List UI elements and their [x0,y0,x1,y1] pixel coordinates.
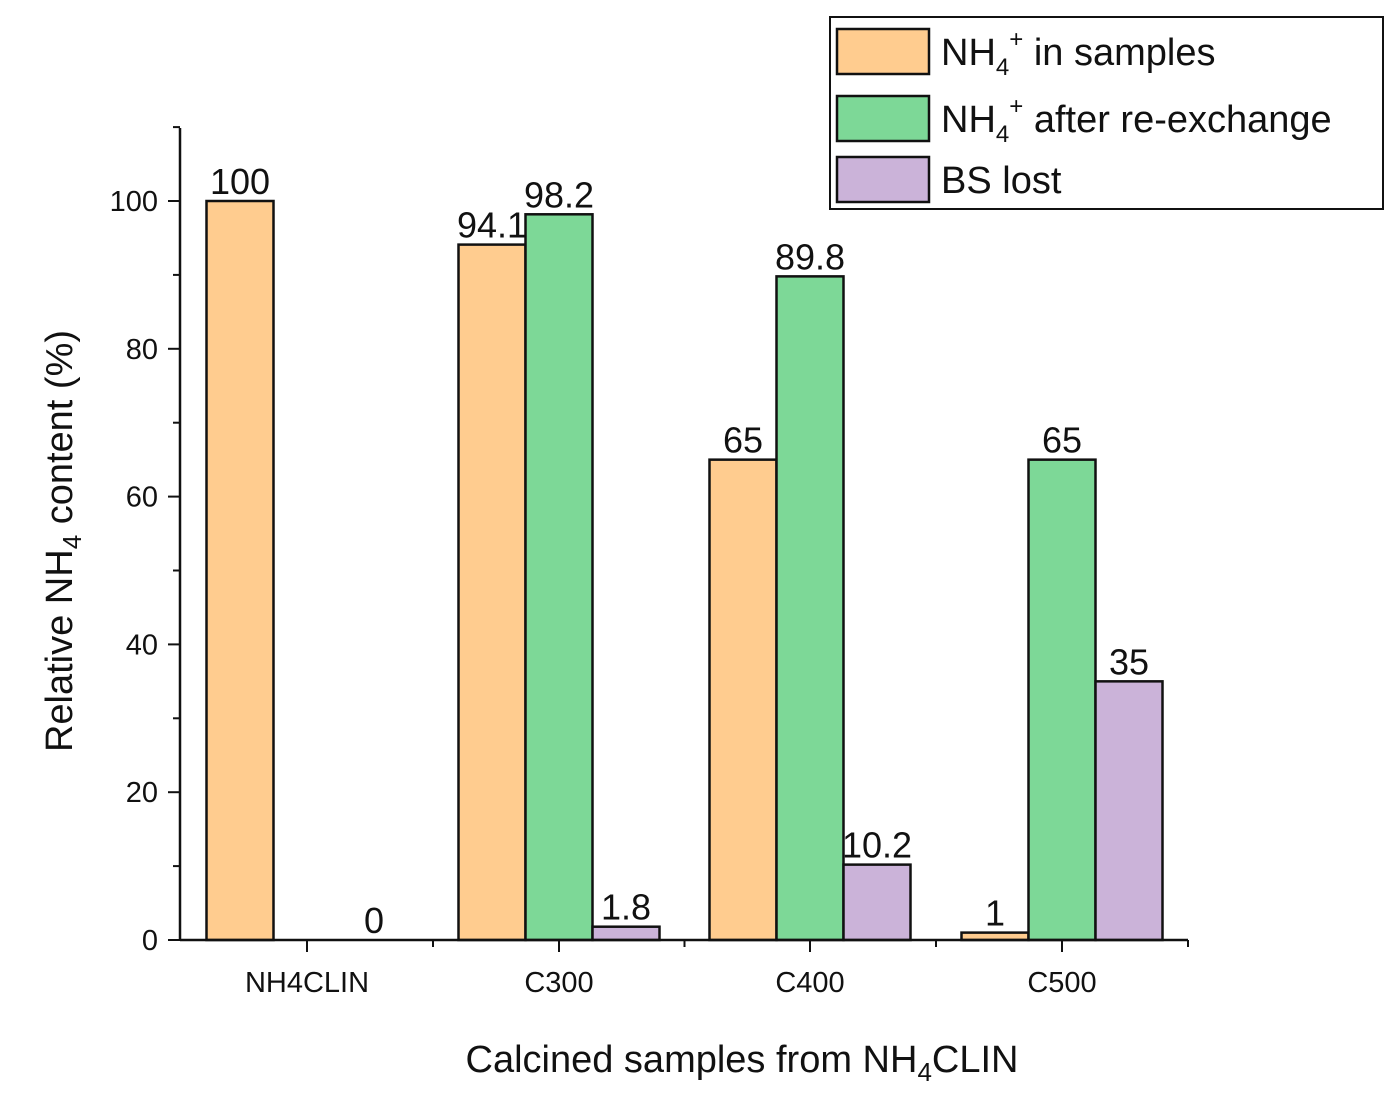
y-tick-label-40: 40 [126,629,158,661]
x-tick-label-nh4clin: NH4CLIN [245,967,369,999]
y-axis-title-pre: Relative NH [39,549,81,752]
legend-sub: 4 [996,121,1009,148]
y-tick-label-20: 20 [126,777,158,809]
legend-sup: + [1009,93,1023,120]
data-label-nh4-in-samples-c300: 94.1 [457,205,527,246]
bar-bs-lost-c300 [591,925,661,942]
bar-bs-lost-c400 [842,863,912,942]
data-label-bs-lost-c300: 1.8 [601,887,651,928]
y-tick-label-0: 0 [142,925,158,957]
bar-bs-lost-c500 [1094,680,1164,942]
data-label-nh4-in-samples-nh4clin: 100 [210,161,270,202]
x-tick-label-c300: C300 [524,967,593,999]
y-axis-title-post: content (%) [39,330,81,535]
legend-rest: after re-exchange [1023,99,1331,141]
legend-base: NH [941,99,996,141]
y-tick-label-80: 80 [126,334,158,366]
data-label-bs-lost-c500: 35 [1109,641,1149,682]
data-label-nh4-after-re-exchange-c300: 98.2 [524,174,594,215]
legend-label-bs-lost: BS lost [941,160,1062,202]
data-label-bs-lost-c400: 10.2 [842,825,912,866]
data-label-nh4-in-samples-c500: 1 [985,893,1005,934]
legend-base: NH [941,32,996,74]
data-label-nh4-after-re-exchange-c500: 65 [1042,420,1082,461]
x-axis-title: Calcined samples from NH4CLIN [466,1039,1019,1087]
y-tick-label-100: 100 [110,186,158,218]
legend-sup: + [1009,26,1023,53]
y-tick-label-60: 60 [126,482,158,514]
data-label-nh4-in-samples-c400: 65 [723,420,763,461]
legend-swatch-nh4-after-re-exchange [835,94,931,143]
legend-sub: 4 [996,54,1009,81]
y-ticks-group: 0 20 40 60 80 100 [110,126,180,957]
legend-swatch-bs-lost [835,155,931,204]
x-ticks-group: NH4CLIN C300 C400 C500 [245,940,1189,999]
y-axis-title-sub: 4 [57,535,87,549]
legend-label-nh4-in-samples: NH4+ in samples [941,26,1215,81]
bar-nh4-after-re-exchange-c400 [775,275,845,942]
x-axis-title-sub: 4 [917,1057,931,1087]
legend-swatch-nh4-in-samples [835,27,931,76]
legend-label-nh4-after-re-exchange: NH4+ after re-exchange [941,93,1332,148]
x-tick-label-c400: C400 [775,967,844,999]
bar-nh4-in-samples-c300 [457,243,527,942]
x-axis-title-pre: Calcined samples from NH [466,1039,918,1081]
legend-rest: in samples [1023,32,1215,74]
x-tick-label-c500: C500 [1027,967,1096,999]
bar-nh4-after-re-exchange-c500 [1027,458,1097,942]
bar-nh4-in-samples-c400 [708,458,778,942]
x-axis-title-post: CLIN [932,1039,1019,1081]
bar-nh4-after-re-exchange-c300 [524,213,594,942]
legend: NH4+ in samples NH4+ after re-exchange B… [829,16,1384,210]
bar-nh4-in-samples-nh4clin [205,199,275,942]
data-label-nh4-after-re-exchange-c400: 89.8 [775,236,845,277]
data-label-bs-lost-nh4clin: 0 [364,900,384,941]
data-labels-group: 100 94.1 65 1 98.2 89.8 65 0 1.8 10.2 35 [210,161,1149,941]
bars-group [205,199,1164,942]
y-axis-title: Relative NH4 content (%) [39,330,87,752]
